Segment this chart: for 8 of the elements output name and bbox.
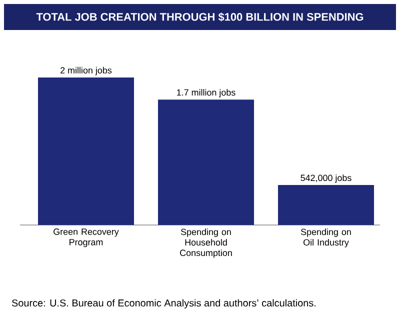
source-note: Source: U.S. Bureau of Economic Analysis and authors’ calculations. bbox=[12, 299, 316, 308]
x-tick-label: Spending on Oil Industry bbox=[300, 228, 351, 248]
chart-title: TOTAL JOB CREATION THROUGH $100 BILLION IN SPENDING bbox=[36, 12, 364, 22]
x-tick-label: Spending on Household Consumption bbox=[180, 228, 232, 258]
data-label: 542,000 jobs bbox=[300, 174, 352, 183]
data-label: 1.7 million jobs bbox=[177, 89, 236, 98]
data-label: 2 million jobs bbox=[60, 66, 112, 76]
x-tick-label: Green Recovery Program bbox=[54, 228, 119, 248]
